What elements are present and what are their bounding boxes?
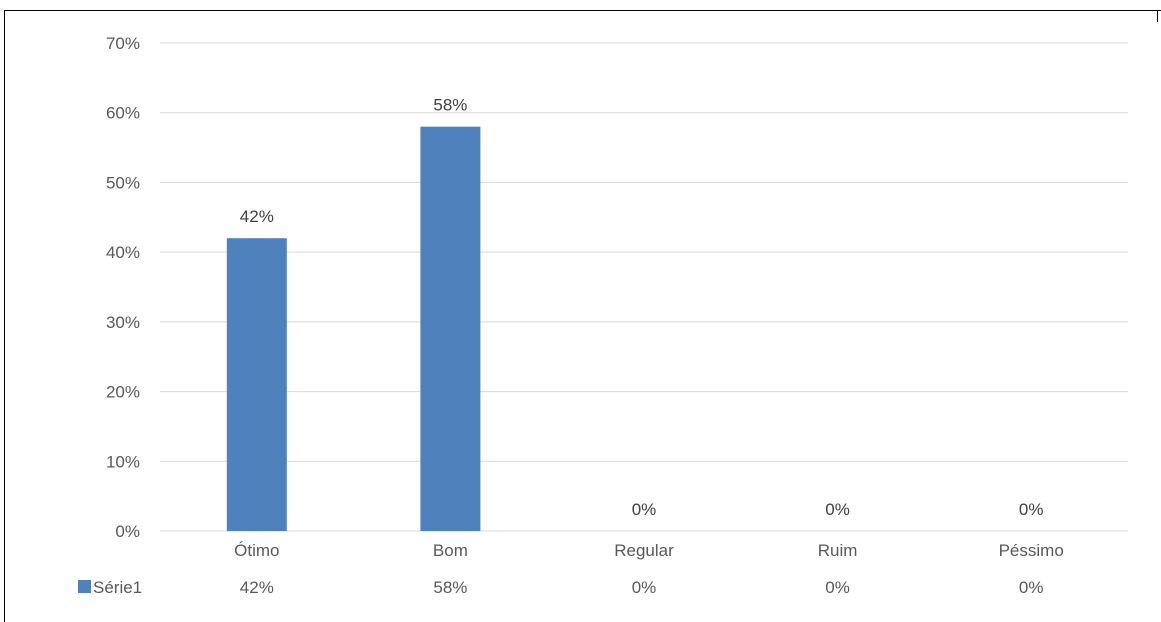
legend-swatch <box>78 580 91 593</box>
y-tick-label: 30% <box>106 313 140 332</box>
legend-series-name: Série1 <box>93 578 142 597</box>
frame-edge <box>1157 10 1158 22</box>
data-table-value: 58% <box>433 578 467 597</box>
y-tick-label: 20% <box>106 383 140 402</box>
y-tick-label: 60% <box>106 104 140 123</box>
data-label: 42% <box>240 207 274 226</box>
y-tick-label: 10% <box>106 452 140 471</box>
data-table-value: 42% <box>240 578 274 597</box>
y-tick-label: 0% <box>115 522 140 541</box>
category-labels: Ótimo Bom Regular Ruim Péssimo <box>234 541 1064 560</box>
bars <box>226 126 481 532</box>
chart-frame <box>4 10 1161 622</box>
category-label: Ruim <box>818 541 858 560</box>
category-label: Bom <box>433 541 468 560</box>
category-label: Ótimo <box>234 541 279 560</box>
bar <box>226 238 287 531</box>
y-tick-label: 40% <box>106 243 140 262</box>
data-label: 0% <box>632 500 657 519</box>
data-table-value: 0% <box>1019 578 1044 597</box>
y-tick-label: 70% <box>106 34 140 53</box>
bar <box>420 126 481 532</box>
data-labels: 42% 58% 0% 0% 0% <box>240 96 1044 519</box>
data-table-value: 0% <box>825 578 850 597</box>
category-label: Regular <box>614 541 674 560</box>
y-axis-ticks: 0% 10% 20% 30% 40% 50% 60% 70% <box>106 34 140 541</box>
data-label: 58% <box>433 96 467 115</box>
data-label: 0% <box>1019 500 1044 519</box>
category-label: Péssimo <box>999 541 1064 560</box>
data-table-row: 42% 58% 0% 0% 0% Série1 <box>78 578 1043 597</box>
data-table-value: 0% <box>632 578 657 597</box>
y-tick-label: 50% <box>106 173 140 192</box>
data-label: 0% <box>825 500 850 519</box>
gridlines <box>160 42 1128 532</box>
